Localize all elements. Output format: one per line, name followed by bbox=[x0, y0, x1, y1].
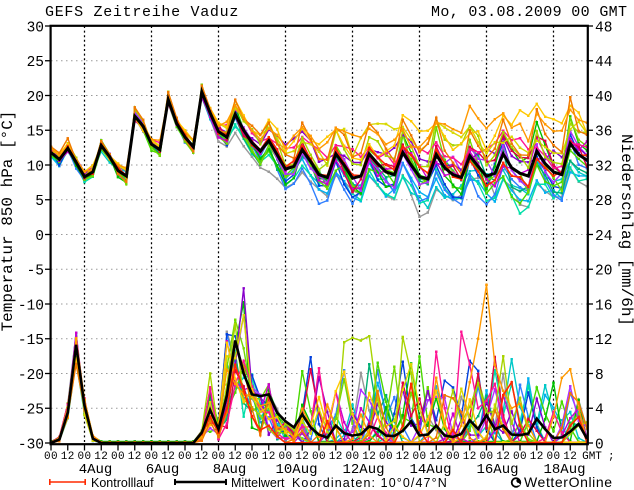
svg-text:4Aug: 4Aug bbox=[79, 462, 113, 478]
svg-text:12: 12 bbox=[329, 451, 343, 463]
svg-text:12: 12 bbox=[496, 451, 510, 463]
svg-text:-5: -5 bbox=[27, 264, 44, 280]
svg-text:5: 5 bbox=[35, 194, 44, 210]
svg-text:00: 00 bbox=[77, 451, 91, 463]
svg-text:15: 15 bbox=[27, 125, 44, 141]
svg-text:00: 00 bbox=[312, 451, 326, 463]
svg-text:18Aug: 18Aug bbox=[543, 462, 585, 478]
svg-text:14Aug: 14Aug bbox=[409, 462, 451, 478]
svg-text:-30: -30 bbox=[18, 437, 44, 453]
svg-text:12: 12 bbox=[195, 451, 209, 463]
svg-text:20: 20 bbox=[27, 90, 44, 106]
svg-text:GMT: GMT bbox=[582, 451, 602, 463]
svg-text:12: 12 bbox=[61, 451, 75, 463]
svg-text:10Aug: 10Aug bbox=[275, 462, 317, 478]
svg-text:8: 8 bbox=[595, 368, 604, 384]
svg-text:Temperatur 850 hPa [°C]: Temperatur 850 hPa [°C] bbox=[0, 111, 17, 332]
svg-text:25: 25 bbox=[27, 55, 44, 71]
svg-text:00: 00 bbox=[345, 451, 359, 463]
svg-text:0: 0 bbox=[595, 437, 604, 453]
svg-text:12: 12 bbox=[94, 451, 108, 463]
svg-text:12: 12 bbox=[262, 451, 276, 463]
svg-text:00: 00 bbox=[479, 451, 493, 463]
svg-text:-20: -20 bbox=[18, 368, 44, 384]
svg-text:16Aug: 16Aug bbox=[476, 462, 518, 478]
svg-text:20: 20 bbox=[595, 264, 612, 280]
svg-text:40: 40 bbox=[595, 90, 612, 106]
svg-text:4: 4 bbox=[595, 403, 604, 419]
svg-text:12: 12 bbox=[295, 451, 309, 463]
svg-text:GEFS Zeitreihe Vaduz: GEFS Zeitreihe Vaduz bbox=[45, 4, 239, 21]
svg-text:32: 32 bbox=[595, 159, 612, 175]
svg-text:8Aug: 8Aug bbox=[213, 462, 247, 478]
svg-text:12: 12 bbox=[362, 451, 376, 463]
svg-text:12: 12 bbox=[228, 451, 242, 463]
svg-text:12: 12 bbox=[128, 451, 142, 463]
svg-text:12Aug: 12Aug bbox=[342, 462, 384, 478]
svg-text:10: 10 bbox=[27, 159, 44, 175]
svg-text:;: ; bbox=[608, 451, 615, 463]
svg-text:36: 36 bbox=[595, 125, 612, 141]
svg-text:12: 12 bbox=[595, 333, 612, 349]
svg-text:12: 12 bbox=[563, 451, 577, 463]
svg-text:Niederschlag [mm/6h]: Niederschlag [mm/6h] bbox=[617, 134, 634, 326]
svg-text:00: 00 bbox=[546, 451, 560, 463]
svg-text:16: 16 bbox=[595, 298, 612, 314]
svg-text:00: 00 bbox=[111, 451, 125, 463]
svg-text:0: 0 bbox=[35, 229, 44, 245]
svg-text:12: 12 bbox=[429, 451, 443, 463]
svg-text:00: 00 bbox=[211, 451, 225, 463]
svg-text:Mo, 03.08.2009 00 GMT: Mo, 03.08.2009 00 GMT bbox=[431, 4, 627, 21]
svg-text:12: 12 bbox=[463, 451, 477, 463]
svg-text:12: 12 bbox=[530, 451, 544, 463]
svg-text:00: 00 bbox=[144, 451, 158, 463]
svg-text:-10: -10 bbox=[18, 298, 44, 314]
svg-text:-15: -15 bbox=[18, 333, 44, 349]
svg-text:12: 12 bbox=[161, 451, 175, 463]
svg-text:-25: -25 bbox=[18, 403, 44, 419]
svg-text:24: 24 bbox=[595, 229, 612, 245]
svg-text:00: 00 bbox=[178, 451, 192, 463]
svg-text:00: 00 bbox=[513, 451, 527, 463]
svg-text:Kontrolllauf: Kontrolllauf bbox=[91, 476, 154, 490]
svg-text:00: 00 bbox=[446, 451, 460, 463]
svg-text:00: 00 bbox=[44, 451, 58, 463]
svg-text:48: 48 bbox=[595, 20, 612, 36]
svg-text:Mittelwert: Mittelwert bbox=[231, 476, 285, 490]
svg-text:00: 00 bbox=[379, 451, 393, 463]
svg-text:WetterOnline: WetterOnline bbox=[524, 474, 613, 490]
svg-text:12: 12 bbox=[396, 451, 410, 463]
svg-text:6Aug: 6Aug bbox=[146, 462, 180, 478]
svg-text:44: 44 bbox=[595, 55, 612, 71]
svg-text:Koordinaten: 10°0/47°N: Koordinaten: 10°0/47°N bbox=[292, 476, 448, 490]
svg-text:00: 00 bbox=[412, 451, 426, 463]
svg-text:30: 30 bbox=[27, 20, 44, 36]
svg-text:00: 00 bbox=[245, 451, 259, 463]
svg-text:00: 00 bbox=[278, 451, 292, 463]
svg-text:28: 28 bbox=[595, 194, 612, 210]
